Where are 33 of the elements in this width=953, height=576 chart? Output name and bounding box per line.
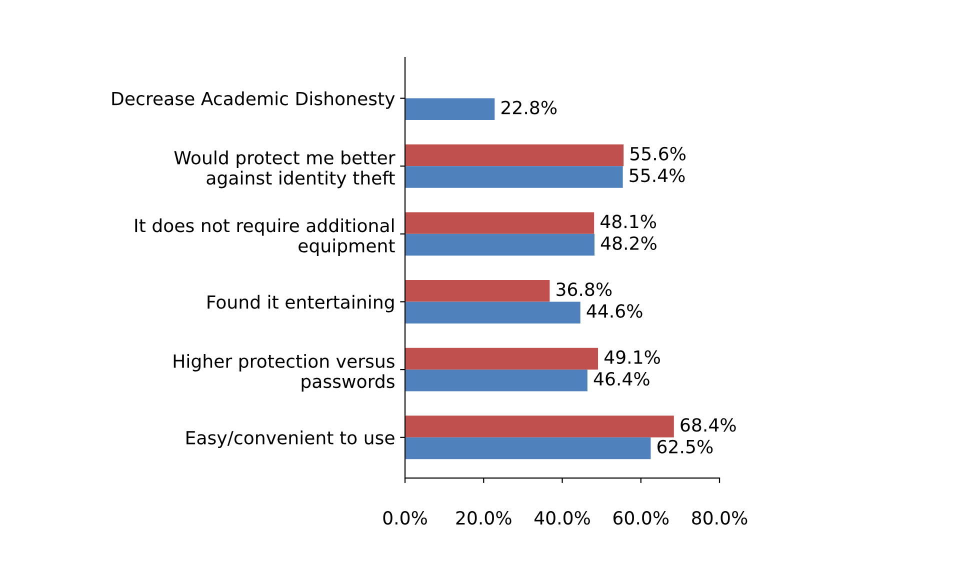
y-tick-label: Found it entertaining (208, 294, 394, 312)
data-label: 55.6% (630, 146, 686, 160)
bar (405, 416, 674, 438)
data-label: 44.6% (586, 304, 642, 318)
x-tick-label: 0.0% (383, 511, 427, 525)
bar (405, 280, 550, 302)
x-tick-label: 40.0% (534, 511, 590, 525)
y-tick-label: Easy/convenient to use (186, 430, 394, 448)
y-tick-label: It does not require additional equipment (135, 218, 395, 256)
bar (405, 302, 580, 324)
data-label: 36.8% (556, 282, 612, 296)
bar (405, 370, 588, 392)
y-tick-label: Decrease Academic Dishonesty (112, 91, 395, 109)
data-label: 55.4% (630, 168, 685, 182)
bar (405, 234, 595, 256)
bar (405, 437, 651, 460)
x-tick-label: 80.0% (692, 511, 748, 525)
y-tick-label: Would protect me better against identity theft (174, 150, 396, 188)
bar (405, 166, 623, 188)
data-label: 49.1% (604, 350, 660, 364)
data-label: 46.4% (594, 372, 650, 386)
bar (405, 348, 598, 370)
data-label: 68.4% (680, 418, 736, 432)
data-label: 22.8% (502, 100, 557, 114)
x-tick-label: 60.0% (613, 511, 669, 525)
y-tick-label: Higher protection versus passwords (174, 354, 394, 392)
bar (405, 144, 624, 166)
bar (405, 98, 495, 120)
data-label: 48.2% (600, 236, 656, 250)
data-label: 62.5% (658, 440, 713, 454)
x-tick-label: 20.0% (456, 511, 512, 525)
data-label: 48.1% (600, 214, 656, 228)
bar (405, 212, 594, 234)
